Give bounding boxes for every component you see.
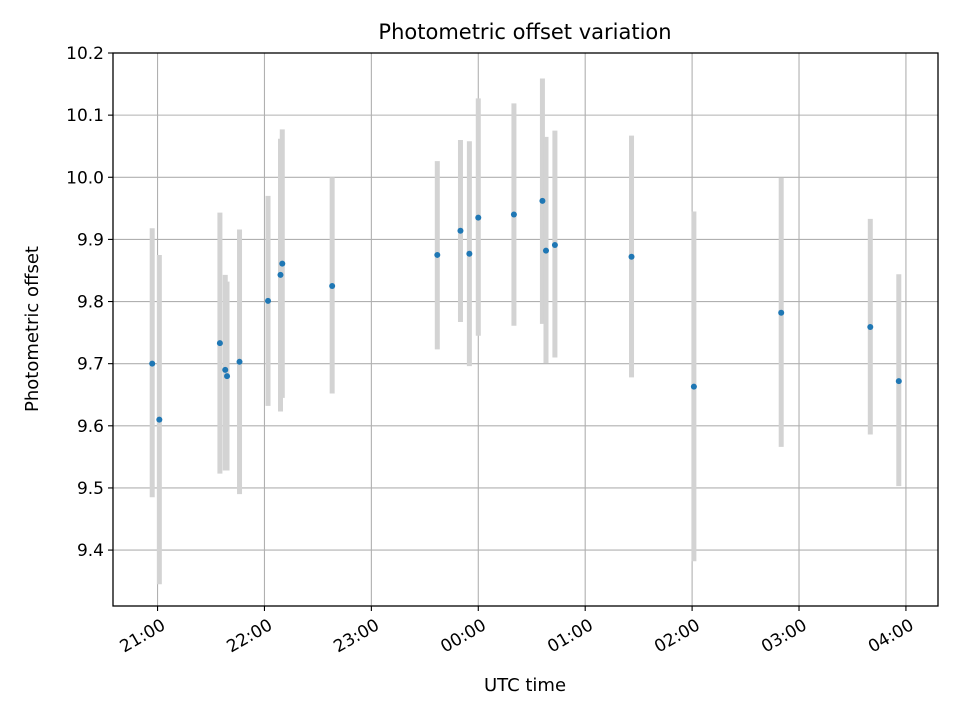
data-point [551, 241, 558, 248]
chart-title: Photometric offset variation [378, 20, 671, 44]
x-tick-label: 22:00 [224, 615, 276, 657]
data-point [475, 214, 482, 221]
data-point [277, 271, 284, 278]
data-point [156, 416, 163, 423]
data-point [539, 197, 546, 204]
x-tick-label: 04:00 [865, 615, 917, 657]
data-point [510, 211, 517, 218]
x-tick-label: 21:00 [117, 615, 169, 657]
data-point [466, 250, 473, 257]
data-point [690, 383, 697, 390]
y-axis-label: Photometric offset [22, 246, 43, 412]
data-point [329, 283, 336, 290]
x-tick-label: 03:00 [758, 615, 810, 657]
x-axis-label: UTC time [484, 675, 566, 696]
x-axis-ticks: 21:00 22:00 23:00 00:00 01:00 02:00 03:00 04:00 [117, 606, 917, 657]
data-point [224, 373, 231, 380]
data-point [236, 358, 243, 365]
y-tick-label: 10.1 [66, 106, 104, 126]
y-tick-label: 10.0 [66, 168, 104, 188]
data-point [279, 260, 286, 267]
y-tick-label: 10.2 [66, 44, 104, 64]
data-point [895, 378, 902, 385]
x-tick-label: 01:00 [544, 615, 596, 657]
data-point [867, 324, 874, 331]
data-point [457, 227, 464, 234]
y-tick-label: 9.7 [77, 355, 104, 375]
y-axis-ticks: 9.4 9.5 9.6 9.7 9.8 9.9 10.0 10.1 10.2 [66, 44, 113, 561]
y-tick-label: 9.6 [77, 417, 104, 437]
x-tick-label: 00:00 [437, 615, 489, 657]
data-point [434, 251, 441, 258]
y-tick-label: 9.8 [77, 293, 104, 313]
x-tick-label: 23:00 [330, 615, 382, 657]
y-tick-label: 9.9 [77, 230, 104, 250]
data-points [149, 197, 902, 423]
plot-frame [112, 52, 939, 607]
data-point [778, 309, 785, 316]
data-point [542, 247, 549, 254]
grid-lines [113, 52, 938, 606]
data-point [222, 366, 229, 373]
data-point [628, 253, 635, 260]
x-tick-label: 02:00 [651, 615, 703, 657]
data-point [216, 340, 223, 347]
data-point [265, 297, 272, 304]
y-tick-label: 9.5 [77, 479, 104, 499]
data-point [149, 360, 156, 367]
y-tick-label: 9.4 [77, 541, 104, 561]
